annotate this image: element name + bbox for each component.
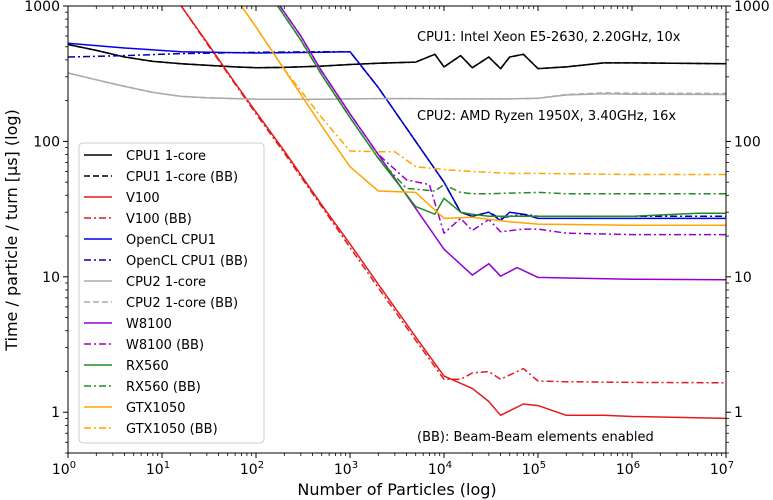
legend-label-5: OpenCL CPU1 (BB) xyxy=(126,254,248,269)
series-line-9 xyxy=(279,6,726,236)
legend-label-13: GTX1050 (BB) xyxy=(126,422,218,437)
y-tick-label-right: 10 xyxy=(734,270,752,286)
annotation-cpu1: CPU1: Intel Xeon E5-2630, 2.20GHz, 10x xyxy=(417,30,681,45)
legend-label-11: RX560 (BB) xyxy=(126,380,201,395)
y-tick-label: 10 xyxy=(42,270,60,286)
x-tick-exponent: 3 xyxy=(352,460,358,471)
y-tick-label-right: 1 xyxy=(734,405,743,421)
x-tick-exponent: 4 xyxy=(446,460,452,471)
legend-label-6: CPU2 1-core xyxy=(126,275,206,290)
plot-frame xyxy=(67,5,727,454)
series-line-5 xyxy=(68,50,726,220)
legend: CPU1 1-core CPU1 1-core (BB) V100 V100 (BB)… xyxy=(78,142,265,444)
y-tick-label-right: 100 xyxy=(734,134,761,150)
x-tick-label: 106 xyxy=(616,460,640,478)
annotation-bb: (BB): Beam-Beam elements enabled xyxy=(417,430,654,445)
legend-label-4: OpenCL CPU1 xyxy=(126,233,216,248)
legend-label-9: W8100 (BB) xyxy=(126,338,204,353)
legend-label-7: CPU2 1-core (BB) xyxy=(126,296,238,311)
y-axis-label: Time / particle / turn [µs] (log) xyxy=(2,109,21,352)
y-tick-label: 1 xyxy=(51,405,60,421)
legend-label-1: CPU1 1-core (BB) xyxy=(126,170,238,185)
legend-label-10: RX560 xyxy=(126,359,169,374)
legend-label-2: V100 xyxy=(126,191,160,206)
x-tick-label: 104 xyxy=(428,460,452,478)
legend-label-0: CPU1 1-core xyxy=(126,149,206,164)
x-tick-label: 101 xyxy=(146,460,170,478)
x-tick-label: 103 xyxy=(334,460,358,478)
x-tick-label: 105 xyxy=(522,460,546,478)
x-tick-label: 107 xyxy=(710,460,734,478)
series-line-7 xyxy=(68,72,726,100)
x-tick-exponent: 2 xyxy=(258,460,264,471)
series-layer xyxy=(68,6,726,420)
legend-label-3: V100 (BB) xyxy=(126,212,192,227)
x-tick-label: 102 xyxy=(240,460,264,478)
series-line-13 xyxy=(240,6,726,176)
series-line-1 xyxy=(68,43,726,70)
series-line-2 xyxy=(180,6,726,420)
x-tick-exponent: 7 xyxy=(728,460,734,471)
legend-frame xyxy=(78,142,265,444)
x-tick-exponent: 0 xyxy=(70,460,76,471)
y-tick-label-right: 1000 xyxy=(734,0,770,15)
legend-label-12: GTX1050 xyxy=(126,401,186,416)
x-tick-label: 100 xyxy=(52,460,76,478)
x-tick-exponent: 6 xyxy=(634,460,640,471)
series-line-11 xyxy=(277,6,726,195)
y-tick-label: 1000 xyxy=(24,0,60,15)
series-line-3 xyxy=(180,6,726,384)
y-tick-label: 100 xyxy=(33,134,60,150)
legend-label-8: W8100 xyxy=(126,317,172,332)
annotation-cpu2: CPU2: AMD Ryzen 1950X, 3.40GHz, 16x xyxy=(417,109,676,124)
x-tick-exponent: 1 xyxy=(164,460,170,471)
x-axis-label: Number of Particles (log) xyxy=(297,480,496,499)
x-tick-exponent: 5 xyxy=(540,460,546,471)
